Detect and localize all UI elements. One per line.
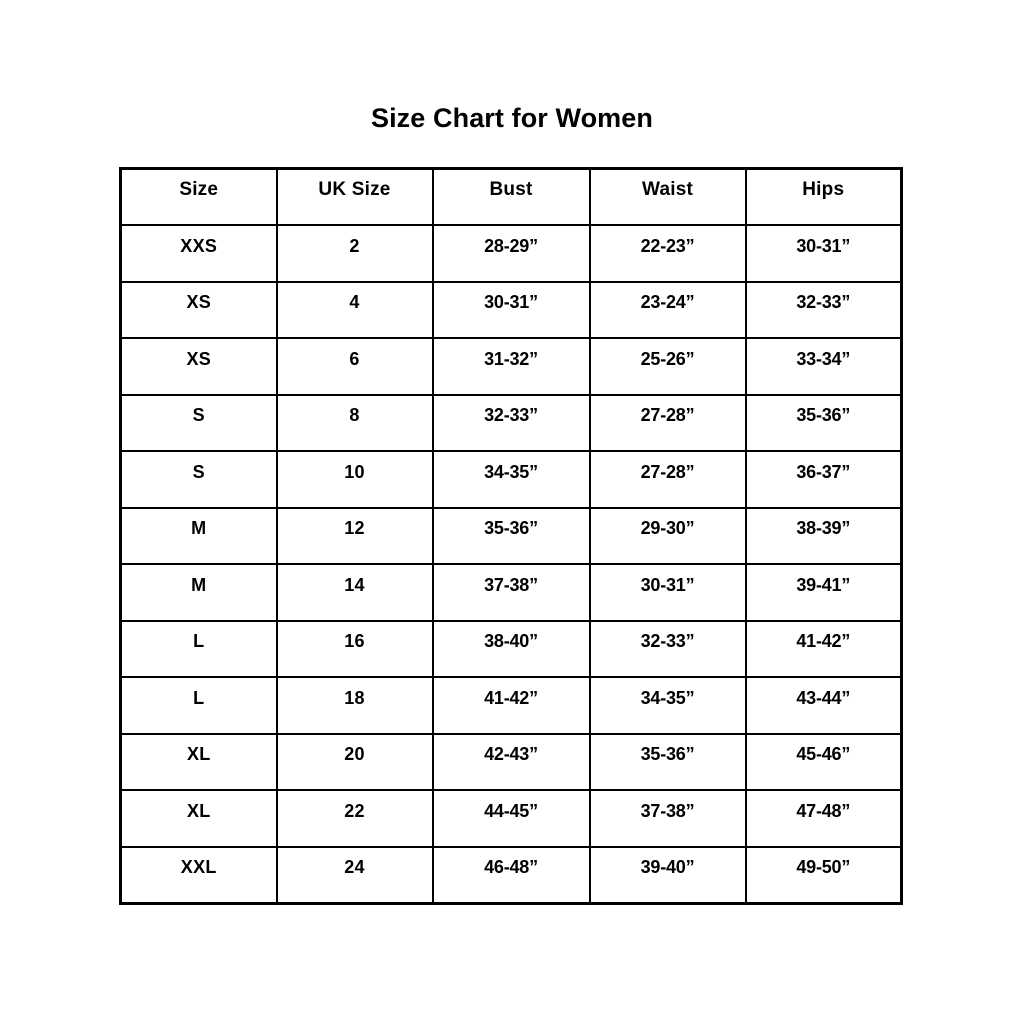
cell-waist: 32-33” [588,619,747,678]
table-row: XL 22 44-45” 37-38” 47-48” [119,789,903,848]
cell-size: XS [119,337,278,396]
cell-size: XL [119,732,278,791]
page-title: Size Chart for Women [370,103,654,133]
cell-hips: 36-37” [744,450,903,509]
cell-bust: 28-29” [431,224,591,283]
table-row: XS 6 31-32” 25-26” 33-34” [119,337,903,396]
table-row: S 8 32-33” 27-28” 35-36” [119,393,903,452]
cell-hips: 43-44” [744,676,903,735]
cell-hips: 41-42” [744,619,903,678]
cell-bust: 37-38” [431,563,591,622]
size-chart-table: Size UK Size Bust Waist Hips XXS 2 28-29… [119,167,903,905]
table-body: XXS 2 28-29” 22-23” 30-31” XS 4 30-31” 2… [119,224,903,904]
cell-bust: 38-40” [431,619,591,678]
cell-uk-size: 16 [275,619,434,678]
cell-waist: 29-30” [588,506,747,565]
cell-waist: 35-36” [588,732,747,791]
table-row: XXS 2 28-29” 22-23” 30-31” [119,224,903,283]
cell-waist: 39-40” [588,845,747,904]
cell-size: S [119,450,278,509]
table-row: XXL 24 46-48” 39-40” 49-50” [119,845,903,904]
size-chart-table-container: Size UK Size Bust Waist Hips XXS 2 28-29… [119,167,903,905]
cell-size: XS [119,280,278,339]
cell-hips: 32-33” [744,280,903,339]
cell-size: XXS [119,224,278,283]
cell-size: S [119,393,278,452]
cell-uk-size: 14 [275,563,434,622]
cell-bust: 35-36” [431,506,591,565]
cell-waist: 23-24” [588,280,747,339]
cell-uk-size: 18 [275,676,434,735]
cell-uk-size: 2 [275,224,434,283]
cell-hips: 45-46” [744,732,903,791]
cell-waist: 22-23” [588,224,747,283]
column-header-size: Size [119,167,278,226]
cell-size: L [119,619,278,678]
cell-hips: 35-36” [744,393,903,452]
cell-waist: 37-38” [588,789,747,848]
table-row: XS 4 30-31” 23-24” 32-33” [119,280,903,339]
cell-bust: 41-42” [431,676,591,735]
cell-size: XL [119,789,278,848]
cell-waist: 27-28” [588,393,747,452]
cell-bust: 34-35” [431,450,591,509]
table-row: S 10 34-35” 27-28” 36-37” [119,450,903,509]
cell-uk-size: 20 [275,732,434,791]
column-header-bust: Bust [431,167,591,226]
cell-waist: 30-31” [588,563,747,622]
cell-hips: 39-41” [744,563,903,622]
cell-size: XXL [119,845,278,904]
cell-bust: 42-43” [431,732,591,791]
cell-bust: 31-32” [431,337,591,396]
cell-waist: 34-35” [588,676,747,735]
cell-uk-size: 22 [275,789,434,848]
cell-hips: 49-50” [744,845,903,904]
cell-hips: 30-31” [744,224,903,283]
cell-hips: 47-48” [744,789,903,848]
cell-bust: 32-33” [431,393,591,452]
cell-bust: 44-45” [431,789,591,848]
cell-uk-size: 4 [275,280,434,339]
column-header-uk-size: UK Size [275,167,434,226]
cell-uk-size: 10 [275,450,434,509]
cell-uk-size: 24 [275,845,434,904]
table-row: L 16 38-40” 32-33” 41-42” [119,619,903,678]
cell-uk-size: 6 [275,337,434,396]
column-header-hips: Hips [744,167,903,226]
table-row: M 14 37-38” 30-31” 39-41” [119,563,903,622]
cell-size: M [119,563,278,622]
cell-size: L [119,676,278,735]
cell-waist: 25-26” [588,337,747,396]
column-header-waist: Waist [588,167,747,226]
table-header-row: Size UK Size Bust Waist Hips [119,167,903,226]
table-row: M 12 35-36” 29-30” 38-39” [119,506,903,565]
cell-hips: 38-39” [744,506,903,565]
cell-uk-size: 8 [275,393,434,452]
cell-waist: 27-28” [588,450,747,509]
cell-hips: 33-34” [744,337,903,396]
cell-uk-size: 12 [275,506,434,565]
cell-size: M [119,506,278,565]
table-row: XL 20 42-43” 35-36” 45-46” [119,732,903,791]
table-row: L 18 41-42” 34-35” 43-44” [119,676,903,735]
cell-bust: 46-48” [431,845,591,904]
cell-bust: 30-31” [431,280,591,339]
